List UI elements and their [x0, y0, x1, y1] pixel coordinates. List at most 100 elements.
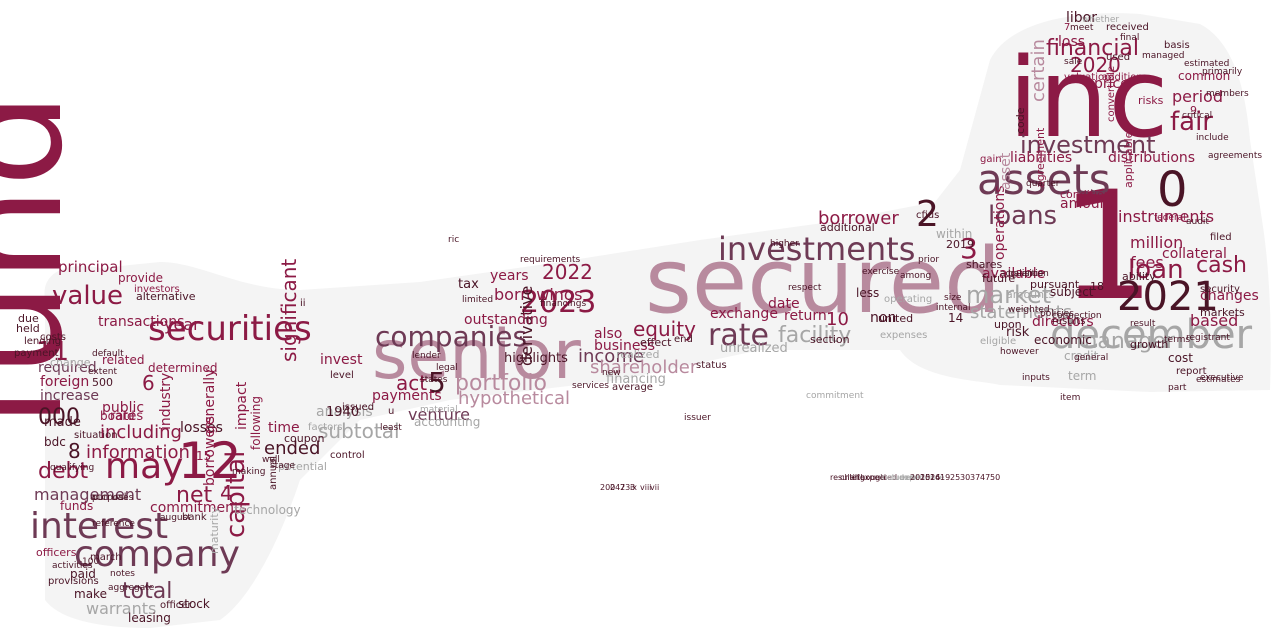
- word-17: rate: [708, 318, 769, 353]
- word-224: result: [1130, 319, 1156, 329]
- word-47: 4: [220, 481, 233, 505]
- word-153: shares: [966, 258, 1002, 271]
- word-261: situation: [74, 430, 118, 441]
- word-15: 0: [1157, 162, 1188, 218]
- word-140: requirements: [520, 255, 581, 265]
- word-227: critical: [1182, 111, 1212, 121]
- word-101: public: [102, 400, 144, 416]
- word-72: certain: [1028, 39, 1049, 102]
- word-180: 1940: [326, 405, 359, 420]
- word-45: 11: [36, 337, 69, 367]
- word-209: default: [92, 349, 124, 359]
- word-173: addition: [1102, 72, 1143, 83]
- word-5: 1: [1060, 160, 1155, 334]
- word-199: services: [572, 381, 609, 391]
- word-90: invest: [320, 352, 363, 368]
- word-192: results: [1052, 316, 1086, 327]
- word-152: within: [936, 227, 972, 241]
- word-97: impact: [234, 381, 250, 430]
- word-64: principal: [58, 258, 123, 276]
- word-134: coupon: [284, 432, 324, 445]
- word-251: estimates: [1196, 375, 1241, 385]
- word-223: terms: [1164, 335, 1190, 345]
- word-11: securities: [148, 309, 312, 349]
- word-115: provide: [118, 271, 163, 285]
- word-52: information: [86, 442, 190, 463]
- word-257: part: [1168, 383, 1187, 393]
- word-132: maturity: [208, 506, 221, 554]
- cloud-shape-silhouette: [44, 13, 1271, 629]
- word-103: required: [38, 360, 97, 376]
- word-216: respect: [788, 283, 822, 293]
- word-253: growth: [1130, 338, 1168, 351]
- word-69: liabilities: [1010, 150, 1072, 166]
- word-184: 9: [1190, 104, 1197, 117]
- word-113: paid: [70, 567, 96, 581]
- word-143: realized: [616, 348, 659, 361]
- word-237: federal: [1154, 213, 1186, 223]
- word-57: year: [164, 315, 200, 334]
- word-252: alternative: [136, 290, 196, 303]
- word-35: 5: [428, 366, 446, 399]
- word-58: management: [34, 485, 141, 504]
- word-98: time: [268, 420, 300, 436]
- word-280: 50: [990, 473, 1000, 482]
- word-230: estimated: [1184, 59, 1229, 69]
- word-244: making: [232, 467, 265, 477]
- word-12: may: [105, 446, 183, 487]
- word-194: operating: [884, 294, 932, 305]
- word-247: general: [1074, 353, 1108, 363]
- word-145: end: [674, 334, 693, 345]
- word-133: annual: [268, 456, 279, 490]
- word-79: changes: [1200, 288, 1259, 304]
- word-68: collateral: [1162, 246, 1227, 262]
- word-73: asset: [998, 152, 1014, 190]
- word-128: following: [249, 396, 263, 450]
- word-7: assets: [977, 155, 1111, 204]
- word-91: analysis: [316, 404, 373, 420]
- word-121: lending: [24, 336, 61, 347]
- word-110: made: [44, 415, 81, 430]
- word-99: generally: [202, 369, 218, 434]
- word-171: risks: [1138, 94, 1164, 107]
- word-226: include: [1196, 133, 1229, 143]
- word-215: higher: [770, 239, 799, 249]
- word-27: net: [176, 483, 212, 508]
- word-265: chief: [840, 473, 860, 482]
- word-3: inc: [1008, 34, 1169, 162]
- word-118: related: [102, 353, 144, 367]
- word-107: rates: [110, 409, 143, 424]
- word-139: limited: [462, 295, 493, 305]
- word-242: least: [380, 423, 402, 433]
- word-42: facility: [778, 323, 851, 348]
- word-53: instruments: [1118, 207, 1214, 226]
- word-119: due: [18, 312, 39, 325]
- word-95: financing: [606, 372, 666, 387]
- word-56: statements: [970, 302, 1072, 323]
- word-228: members: [1206, 89, 1249, 99]
- word-181: 14: [948, 311, 963, 325]
- word-34: 2022: [542, 260, 593, 284]
- word-263: weighted: [1008, 305, 1050, 315]
- word-155: upon: [994, 318, 1022, 331]
- word-270: current: [890, 473, 919, 482]
- word-285: viii: [640, 483, 651, 492]
- word-61: hypothetical: [458, 388, 570, 409]
- word-49: ended: [264, 438, 320, 459]
- word-37: million: [1130, 233, 1183, 252]
- word-46: 000: [38, 405, 80, 430]
- word-233: whether: [1082, 15, 1119, 25]
- word-24: 2: [916, 194, 939, 235]
- word-238: internal: [936, 303, 971, 313]
- word-83: outstanding: [464, 312, 548, 328]
- word-77: amount: [1060, 196, 1115, 212]
- word-164: ability: [1122, 270, 1156, 283]
- word-161: credit: [1064, 349, 1099, 363]
- word-193: report: [1176, 366, 1207, 377]
- word-19: companies: [375, 320, 527, 353]
- word-188: ii: [300, 298, 306, 309]
- word-124: costs: [40, 332, 66, 343]
- word-169: used: [1106, 52, 1130, 63]
